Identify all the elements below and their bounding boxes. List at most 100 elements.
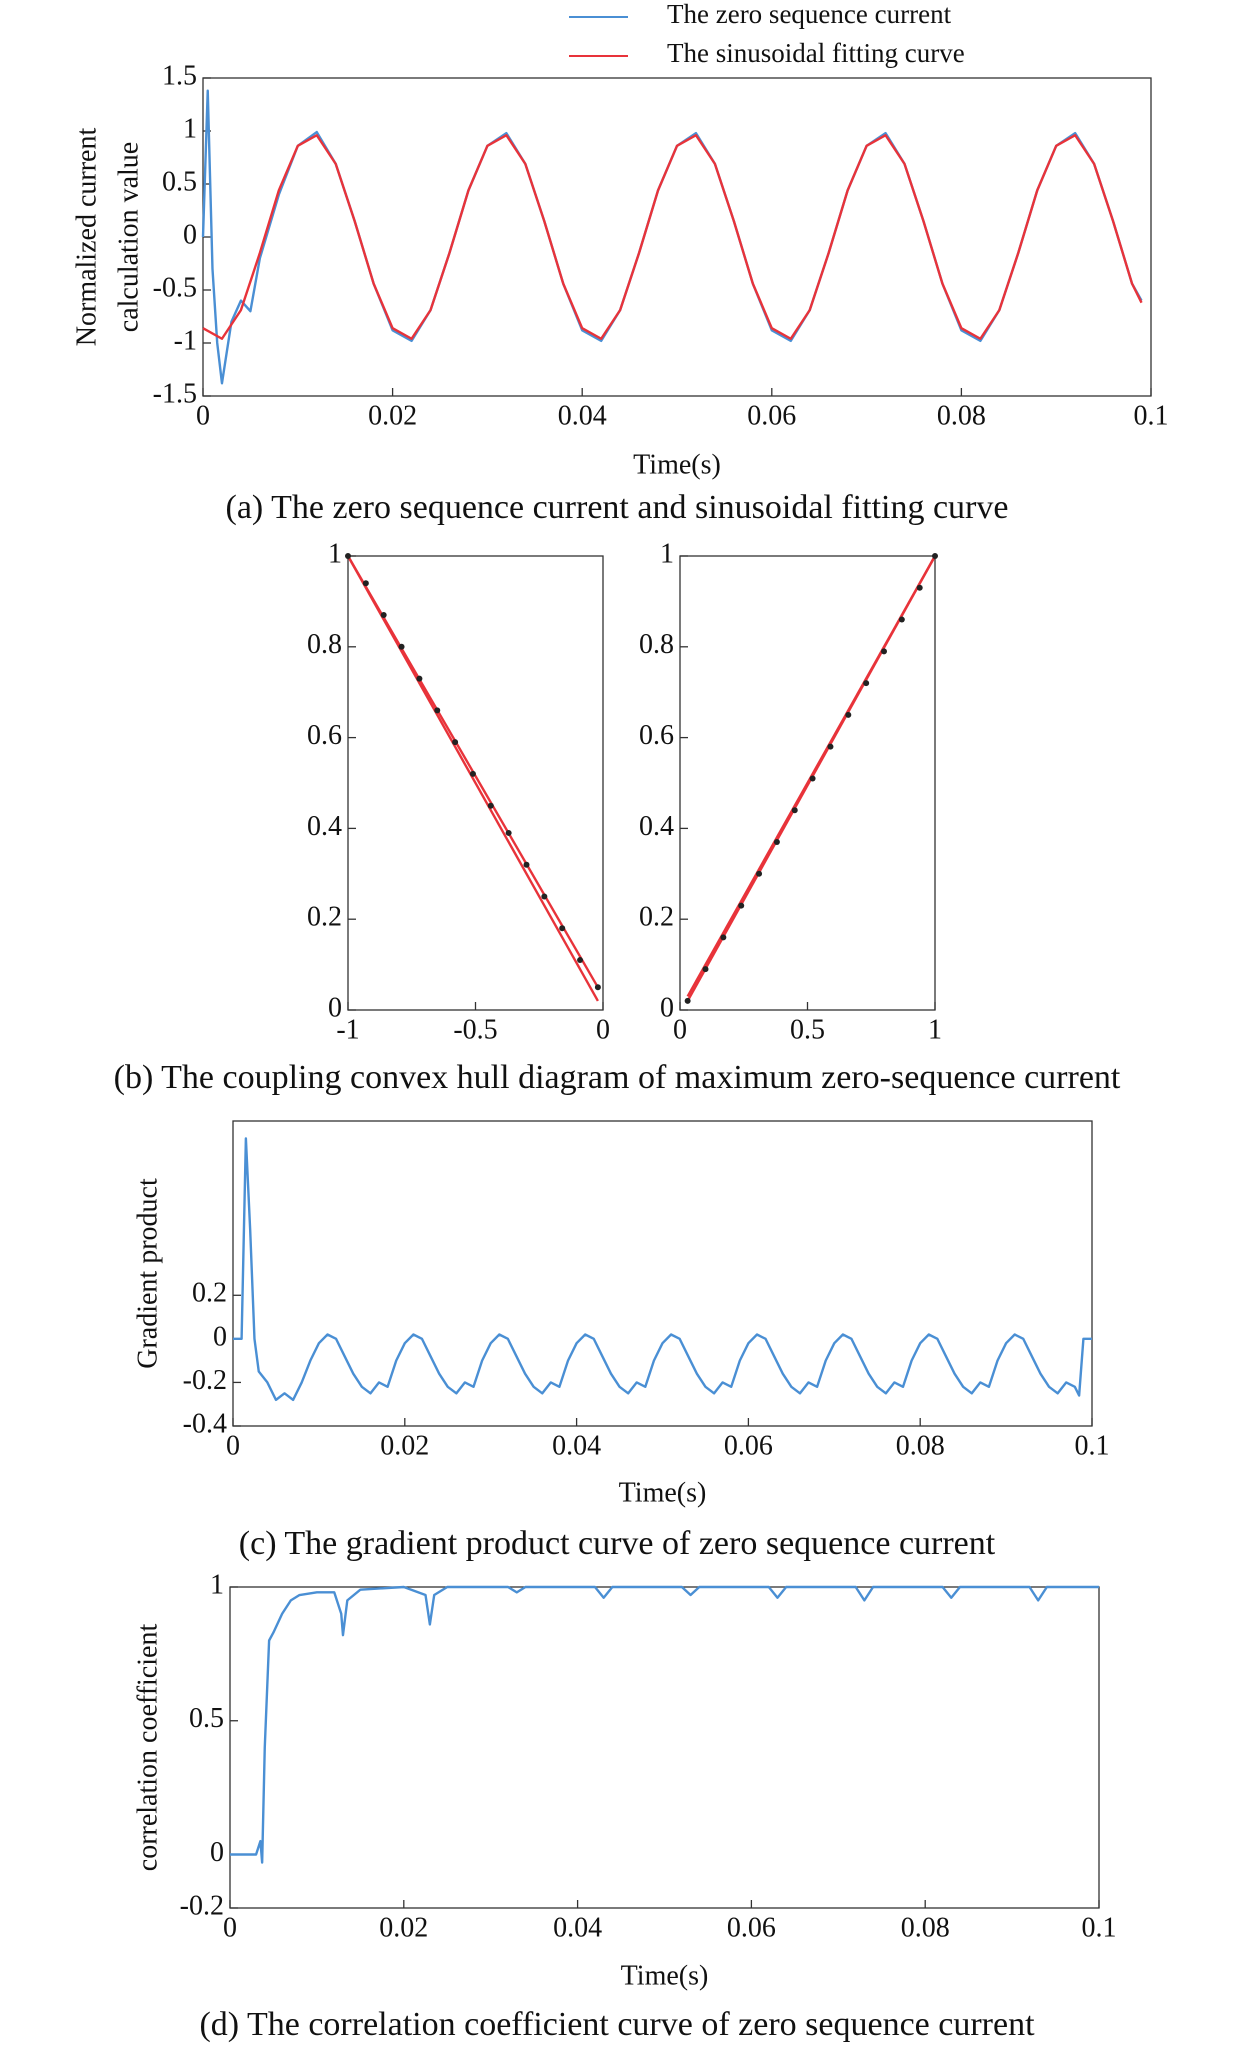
data-point	[559, 925, 566, 932]
y-tick-label: 0	[210, 1837, 224, 1868]
y-tick-label: 0.5	[162, 166, 197, 197]
x-tick-label: 0.06	[724, 1430, 773, 1461]
x-tick-label: 0.02	[380, 1430, 429, 1461]
y-tick-label: 0	[328, 992, 342, 1023]
plot-frame	[229, 1586, 1100, 1909]
data-point	[773, 839, 780, 846]
chart: -0.200.510 0.02 0.04 0.06 0.08 0.1Time(s)corr…	[132, 1569, 1116, 1991]
x-tick-label: 0	[196, 400, 210, 431]
data-point	[434, 707, 441, 714]
data-point	[738, 902, 745, 909]
data-point	[345, 553, 351, 559]
x-tick-label: 0.5	[790, 1014, 825, 1045]
x-tick-label: 0.06	[727, 1912, 776, 1943]
x-tick-label: 0.1	[1134, 400, 1169, 431]
data-point	[398, 643, 405, 650]
x-tick-label: 0.02	[368, 400, 417, 431]
x-tick-label: 0.08	[901, 1912, 950, 1943]
y-tick-label: -0.2	[180, 1890, 224, 1921]
data-point	[932, 553, 938, 559]
x-tick-label: 0.1	[1082, 1912, 1117, 1943]
legend-label: The zero sequence current	[667, 0, 952, 29]
data-line	[201, 89, 1143, 385]
y-tick-label: 0.5	[189, 1703, 224, 1734]
data-point	[541, 893, 548, 900]
data-line	[346, 555, 599, 1002]
y-axis-label: calculation value	[113, 142, 144, 332]
data-line	[233, 1137, 1092, 1402]
x-tick-label: 0.1	[1075, 1430, 1110, 1461]
data-line	[230, 1585, 1099, 1864]
data-point	[845, 711, 852, 718]
x-tick-label: -1	[336, 1014, 359, 1045]
x-tick-label: 0.02	[379, 1912, 428, 1943]
y-tick-label: 0	[183, 219, 197, 250]
y-tick-label: 1	[660, 538, 674, 569]
x-tick-label: 0.06	[747, 400, 796, 431]
figure-caption: (c) The gradient product curve of zero s…	[239, 1525, 996, 1562]
y-tick-label: 0.2	[307, 902, 342, 933]
data-point	[898, 616, 905, 623]
x-tick-label: 1	[928, 1014, 942, 1045]
x-tick-label: 0	[596, 1014, 610, 1045]
data-line	[202, 134, 1143, 340]
plot-frame	[232, 1120, 1093, 1427]
chart: -0.4 -0.2 0 0.2 0 0.02 0.04 0.06 0.08 0.1 Time(s) G…	[132, 1120, 1110, 1508]
figure-caption: (a) The zero sequence current and sinuso…	[226, 489, 1009, 526]
data-point	[487, 802, 494, 809]
y-tick-label: 1	[328, 538, 342, 569]
x-tick-label: 0.04	[553, 1912, 602, 1943]
y-tick-label: -1.5	[153, 378, 197, 409]
legend-label: The sinusoidal fitting curve	[667, 38, 965, 68]
data-point	[469, 770, 476, 777]
y-tick-label: -0.5	[153, 272, 197, 303]
x-tick-label: -0.5	[453, 1014, 497, 1045]
figure-caption: (d) The correlation coefficient curve of…	[199, 2006, 1035, 2043]
x-axis-label: Time(s)	[621, 1960, 709, 1991]
y-tick-label: 1	[183, 113, 197, 144]
x-axis-label: Time(s)	[619, 1477, 707, 1508]
plot-frame	[202, 77, 1152, 397]
y-tick-label: 0.2	[639, 902, 674, 933]
figure-caption: (b) The coupling convex hull diagram of …	[114, 1059, 1121, 1096]
y-tick-label: -1	[174, 325, 197, 356]
y-axis-label: Gradient product	[132, 1178, 163, 1369]
y-axis-label: Normalized current	[71, 128, 102, 347]
x-tick-label: 0.08	[937, 400, 986, 431]
y-tick-label: -0.4	[183, 1408, 227, 1439]
y-tick-label: 0.6	[307, 720, 342, 751]
data-point	[791, 807, 798, 814]
data-point	[863, 680, 870, 687]
data-point	[916, 584, 923, 591]
y-tick-label: 0.8	[639, 629, 674, 660]
chart: -1.5 -1 -0.5 0 0.5 1 1.5 0 0.02 0.04 0.06 0.08 0.1 Ti…	[71, 0, 1168, 480]
y-tick-label: -0.2	[183, 1365, 227, 1396]
data-point	[827, 743, 834, 750]
y-tick-label: 0	[660, 992, 674, 1023]
data-point	[881, 648, 887, 655]
data-point	[452, 739, 459, 746]
data-point	[380, 612, 387, 619]
y-tick-label: 1	[210, 1569, 224, 1600]
x-axis-label: Time(s)	[633, 449, 721, 480]
y-tick-label: 0.2	[192, 1278, 227, 1309]
chart: 0 0.2 0.4 0.6 0.8 1 -1 -0.5 0	[307, 538, 610, 1045]
data-point	[756, 870, 763, 877]
data-point	[523, 861, 530, 868]
x-tick-label: 0	[226, 1430, 240, 1461]
y-tick-label: 0.4	[639, 811, 674, 842]
data-point	[362, 580, 369, 587]
data-point	[702, 966, 709, 973]
x-tick-label: 0	[673, 1014, 687, 1045]
y-tick-label: 0	[213, 1321, 227, 1352]
x-tick-label: 0.04	[558, 400, 607, 431]
data-point	[416, 675, 423, 682]
y-tick-label: 0.8	[307, 629, 342, 660]
x-tick-label: 0	[223, 1912, 237, 1943]
y-tick-label: 1.5	[162, 60, 197, 91]
x-tick-label: 0.04	[552, 1430, 601, 1461]
y-tick-label: 0.6	[639, 720, 674, 751]
data-point	[594, 984, 601, 991]
x-tick-label: 0.08	[896, 1430, 945, 1461]
